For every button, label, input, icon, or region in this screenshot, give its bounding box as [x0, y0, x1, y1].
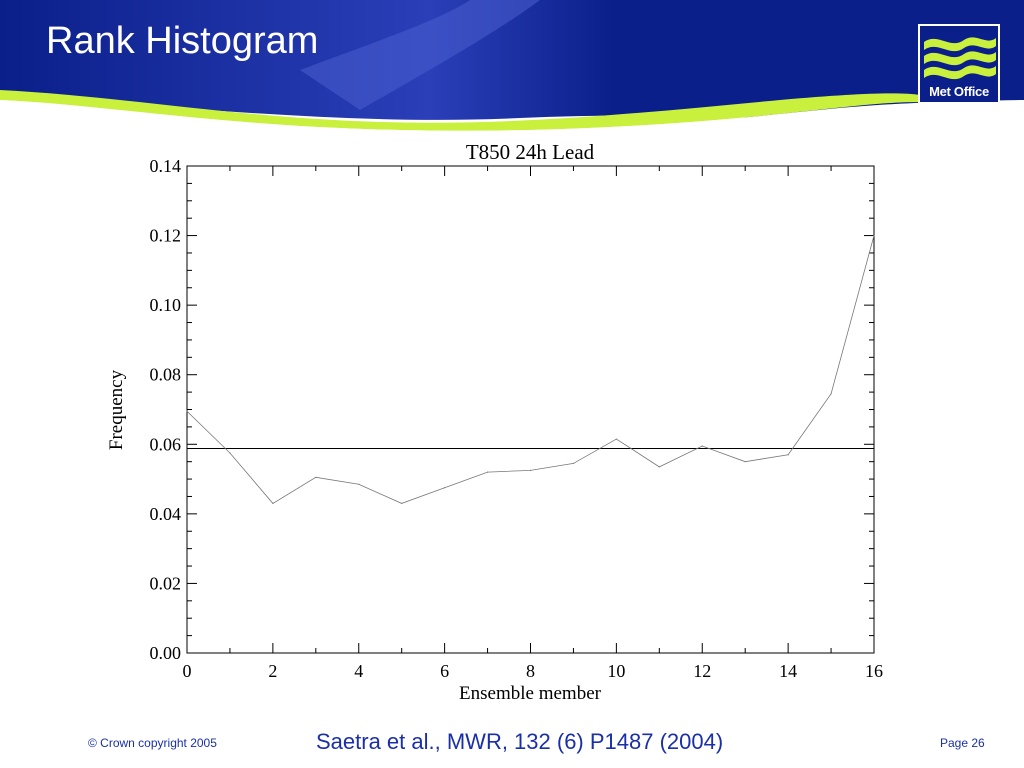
plot-border [186, 165, 875, 654]
slide-title: Rank Histogram [46, 20, 319, 62]
data-point [615, 438, 617, 440]
data-points [186, 234, 875, 505]
data-point [873, 234, 875, 237]
met-office-logo: Met Office [918, 24, 1000, 104]
y-tick-label: 0.14 [150, 156, 182, 176]
data-point [701, 445, 703, 447]
data-point [358, 483, 360, 485]
wave-icon [924, 37, 996, 80]
y-tick-label: 0.08 [150, 365, 182, 385]
slide-header [0, 0, 1024, 150]
x-tick-label: 12 [693, 661, 711, 681]
y-tick-label: 0.02 [150, 573, 182, 593]
data-point [272, 502, 274, 505]
data-point [744, 461, 746, 463]
data-point [486, 471, 489, 473]
y-tick-label: 0.10 [150, 295, 182, 315]
x-tick-label: 0 [183, 661, 192, 681]
x-tick-label: 4 [354, 661, 363, 681]
data-point [529, 469, 532, 471]
y-axis-label: Frequency [106, 369, 127, 450]
x-axis: 0 2 4 6 8 10 12 14 16 [183, 166, 883, 681]
y-tick-label: 0.12 [150, 226, 182, 246]
data-point [315, 476, 317, 478]
series-line [186, 235, 875, 504]
data-point [830, 393, 832, 395]
x-tick-label: 16 [865, 661, 883, 681]
data-point [658, 466, 660, 468]
plot-frame [186, 165, 875, 654]
chart-title: T850 24h Lead [466, 140, 595, 164]
header-swoosh-cyan [300, 0, 540, 110]
x-axis-label: Ensemble member [459, 683, 602, 704]
x-tick-label: 2 [268, 661, 277, 681]
y-tick-label: 0.06 [150, 434, 182, 454]
header-swoosh-light [0, 100, 1024, 150]
footer-copyright: © Crown copyright 2005 [88, 736, 217, 750]
data-point [444, 487, 446, 489]
logo-text: Met Office [929, 84, 989, 99]
x-tick-label: 6 [440, 661, 449, 681]
data-point [787, 454, 789, 456]
y-axis: 0.00 0.02 0.04 0.06 0.08 0.10 0.12 0.14 [150, 156, 874, 663]
x-tick-label: 10 [607, 661, 625, 681]
y-tick-label: 0.04 [150, 504, 182, 524]
footer-page-number: Page 26 [940, 736, 985, 750]
x-tick-label: 14 [779, 661, 797, 681]
data-point [401, 502, 403, 505]
header-swoosh-green [0, 90, 920, 131]
data-point [186, 410, 188, 412]
footer-citation: Saetra et al., MWR, 132 (6) P1487 (2004) [316, 729, 724, 754]
data-point [229, 452, 231, 454]
y-tick-label: 0.00 [150, 643, 182, 663]
data-point [572, 462, 575, 465]
x-tick-label: 8 [526, 661, 535, 681]
